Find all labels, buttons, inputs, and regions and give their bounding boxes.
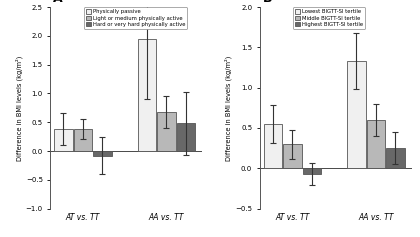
Bar [74,129,92,151]
Bar [157,112,176,151]
Bar [264,124,282,168]
Legend: Lowest BIGTT-SI tertile, Middle BIGTT-SI tertile, Highest BIGTT-SI tertile: Lowest BIGTT-SI tertile, Middle BIGTT-SI… [293,7,365,29]
Y-axis label: Difference in BMI levels (kg/m²): Difference in BMI levels (kg/m²) [16,55,23,160]
Bar [367,120,385,168]
Bar [283,144,302,168]
Bar [93,151,112,156]
Bar [138,39,156,151]
Text: B: B [263,0,273,5]
Bar [177,123,195,151]
Bar [54,129,73,151]
Text: A: A [53,0,63,5]
Bar [386,148,404,168]
Legend: Physically passive, Light or medium physically active, Hard or very hard physica: Physically passive, Light or medium phys… [84,7,187,29]
Bar [302,168,321,174]
Bar [347,61,365,168]
Y-axis label: Difference in BMI levels (kg/m²): Difference in BMI levels (kg/m²) [225,55,232,160]
